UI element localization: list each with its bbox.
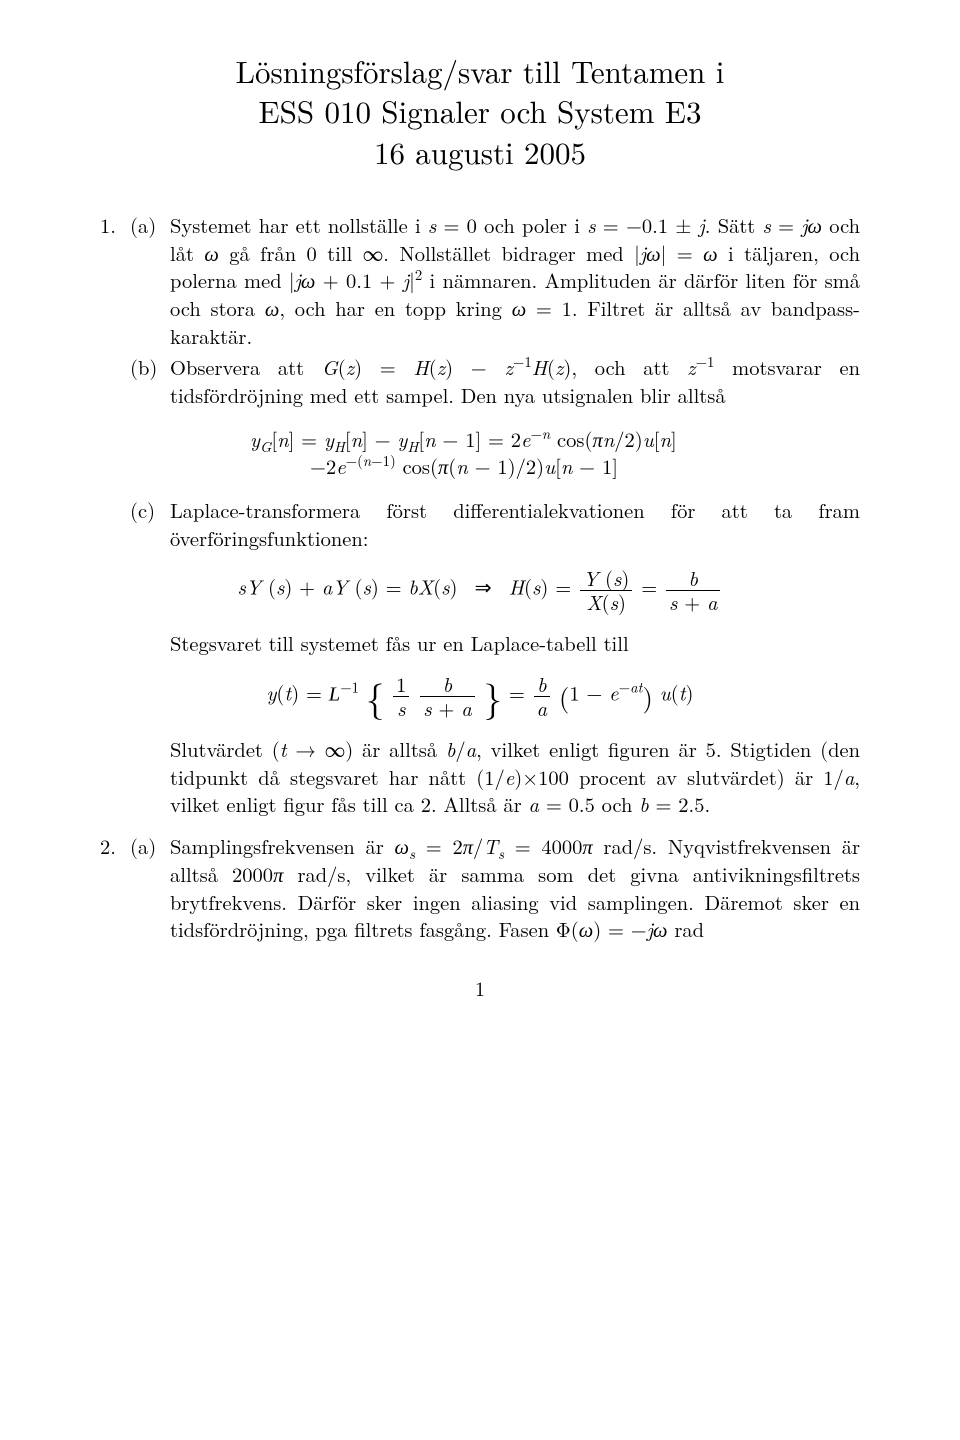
title-line-2: ESS 010 Signaler och System E3 <box>259 88 702 132</box>
equation-1c-2: y(t) = L−1 { 1s bs + a } = ba (1 − e−at)… <box>100 673 860 719</box>
item-1a-text: Systemet har ett nollställe i s = 0 och … <box>170 211 860 349</box>
item-1b-text: Observera att G(z) = H(z) − z−1H(z), och… <box>170 353 860 408</box>
item-1c: (c) Laplace-transformera först different… <box>100 496 860 551</box>
item-1c-p2: Stegsvaret till systemet fås ur en Lapla… <box>170 629 860 657</box>
equation-1b: yG[n] = yH[n] − yH[n − 1] = 2e−n cos(πn/… <box>170 425 860 480</box>
document-title: Lösningsförslag/svar till Tentamen i ESS… <box>100 50 860 171</box>
title-line-3: 16 augusti 2005 <box>374 129 586 173</box>
question-number: 1. <box>100 211 130 349</box>
item-1c-text: Laplace-transformera först differentiale… <box>170 496 860 551</box>
subpart-label: (b) <box>130 353 170 408</box>
question-number-empty <box>100 496 130 551</box>
subpart-label: (a) <box>130 832 170 943</box>
page-number: 1 <box>100 973 860 1002</box>
page-container: Lösningsförslag/svar till Tentamen i ESS… <box>0 0 960 1042</box>
subpart-label: (a) <box>130 211 170 349</box>
question-number: 2. <box>100 832 130 943</box>
subpart-label: (c) <box>130 496 170 551</box>
item-2a-text: Samplingsfrekvensen är ωs = 2π/Ts = 4000… <box>170 832 860 943</box>
body: 1. (a) Systemet har ett nollställe i s =… <box>100 211 860 943</box>
title-line-1: Lösningsförslag/svar till Tentamen i <box>236 48 725 92</box>
equation-1c-1: sY (s) + aY (s) = bX(s) ⇒ H(s) = Y (s)X(… <box>100 567 860 613</box>
item-2a: 2. (a) Samplingsfrekvensen är ωs = 2π/Ts… <box>100 832 860 943</box>
question-number-empty <box>100 353 130 408</box>
item-1b: (b) Observera att G(z) = H(z) − z−1H(z),… <box>100 353 860 408</box>
item-1c-p3: Slutvärdet (t → ∞) är alltså b/a, vilket… <box>170 735 860 818</box>
item-1a: 1. (a) Systemet har ett nollställe i s =… <box>100 211 860 349</box>
